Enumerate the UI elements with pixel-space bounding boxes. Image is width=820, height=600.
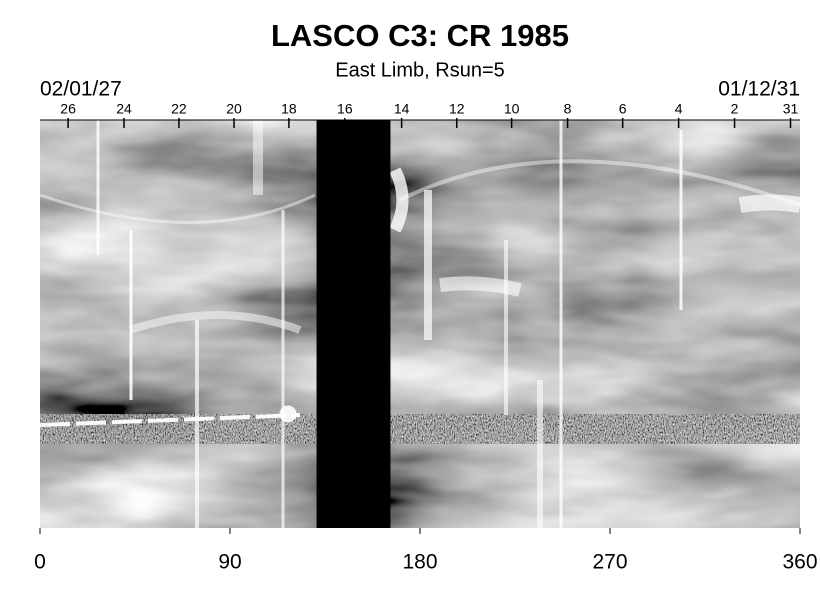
end-date: 01/12/31 [718,78,800,101]
top-tick-label: 14 [394,101,410,117]
streaks [39,120,802,528]
chart-subtitle: East Limb, Rsun=5 [335,59,505,81]
data-gap [316,120,391,528]
top-tick-label: 26 [60,101,76,117]
x-tick-label: 90 [218,551,241,574]
top-tick-label: 24 [116,101,132,117]
top-tick-label: 20 [226,101,242,117]
noise-band [40,414,800,444]
top-tick-label: 22 [171,101,187,117]
synoptic-image [39,120,802,528]
x-tick-label: 0 [34,551,46,574]
x-tick-label: 270 [592,551,627,574]
start-date: 02/01/27 [40,78,122,101]
top-tick-label: 4 [675,101,683,117]
top-tick-label: 12 [449,101,465,117]
top-tick-label: 6 [619,101,627,117]
top-tick-label: 10 [504,101,520,117]
x-tick-label: 180 [402,551,437,574]
top-tick-label: 2 [731,101,739,117]
x-tick-label: 360 [782,551,817,574]
chart-title: LASCO C3: CR 1985 [271,18,569,53]
top-tick-label: 18 [281,101,297,117]
top-tick-label: 31 [783,101,799,117]
top-tick-label: 16 [337,101,353,117]
top-tick-label: 8 [564,101,572,117]
